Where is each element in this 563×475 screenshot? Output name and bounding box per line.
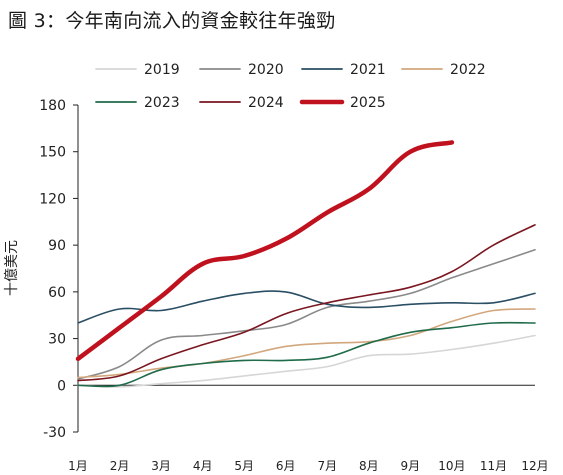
legend-label-2019: 2019 [144, 62, 180, 78]
x-tick-label: 2月 [110, 459, 130, 473]
x-tick-label: 4月 [193, 459, 213, 473]
legend-label-2023: 2023 [144, 95, 180, 111]
legend-label-2025: 2025 [350, 95, 386, 111]
y-axis-title: 十億美元 [4, 240, 20, 296]
x-tick-label: 1月 [68, 459, 88, 473]
legend-label-2020: 2020 [248, 62, 284, 78]
series-line-2023 [77, 321, 536, 388]
x-tick-label: 7月 [317, 459, 337, 473]
x-tick-label: 12月 [521, 459, 548, 473]
series-line-2019 [77, 334, 536, 388]
legend: 2019 2020 2021 2022 2023 2024 2025 [95, 62, 486, 111]
x-tick-label: 3月 [151, 459, 171, 473]
legend-label-2024: 2024 [248, 95, 284, 111]
legend-label-2022: 2022 [450, 62, 486, 78]
series-line-2021 [77, 290, 536, 324]
x-tick-label: 11月 [480, 459, 507, 473]
series-line-2025 [75, 140, 455, 362]
y-tick-label: -30 [43, 425, 66, 441]
x-tick-label: 8月 [359, 459, 379, 473]
series-line-2020 [77, 249, 536, 380]
series-line-2024 [77, 224, 536, 382]
y-tick-label: 30 [48, 332, 66, 348]
y-tick-label: 180 [39, 98, 66, 114]
y-tick-label: 60 [48, 285, 66, 301]
x-tick-label: 10月 [438, 459, 465, 473]
y-tick-label: 90 [48, 238, 66, 254]
x-axis-ticks: 1月 2月 3月 4月 5月 6月 7月 8月 9月 10月 11月 12月 [68, 459, 548, 473]
x-tick-label: 9月 [401, 459, 421, 473]
chart-title: 圖 3：今年南向流入的資金較往年強勁 [8, 10, 336, 32]
series-lines [75, 140, 536, 388]
y-tick-label: 120 [39, 191, 66, 207]
series-line-2022 [77, 308, 536, 379]
y-axis-ticks: -30 0 30 60 90 120 150 180 [39, 98, 78, 441]
legend-label-2021: 2021 [350, 62, 386, 78]
y-axis-label: 十億美元 [4, 240, 20, 296]
axes [77, 105, 535, 432]
x-tick-label: 6月 [276, 459, 296, 473]
y-tick-label: 0 [57, 378, 66, 394]
y-tick-label: 150 [39, 145, 66, 161]
x-tick-label: 5月 [234, 459, 254, 473]
